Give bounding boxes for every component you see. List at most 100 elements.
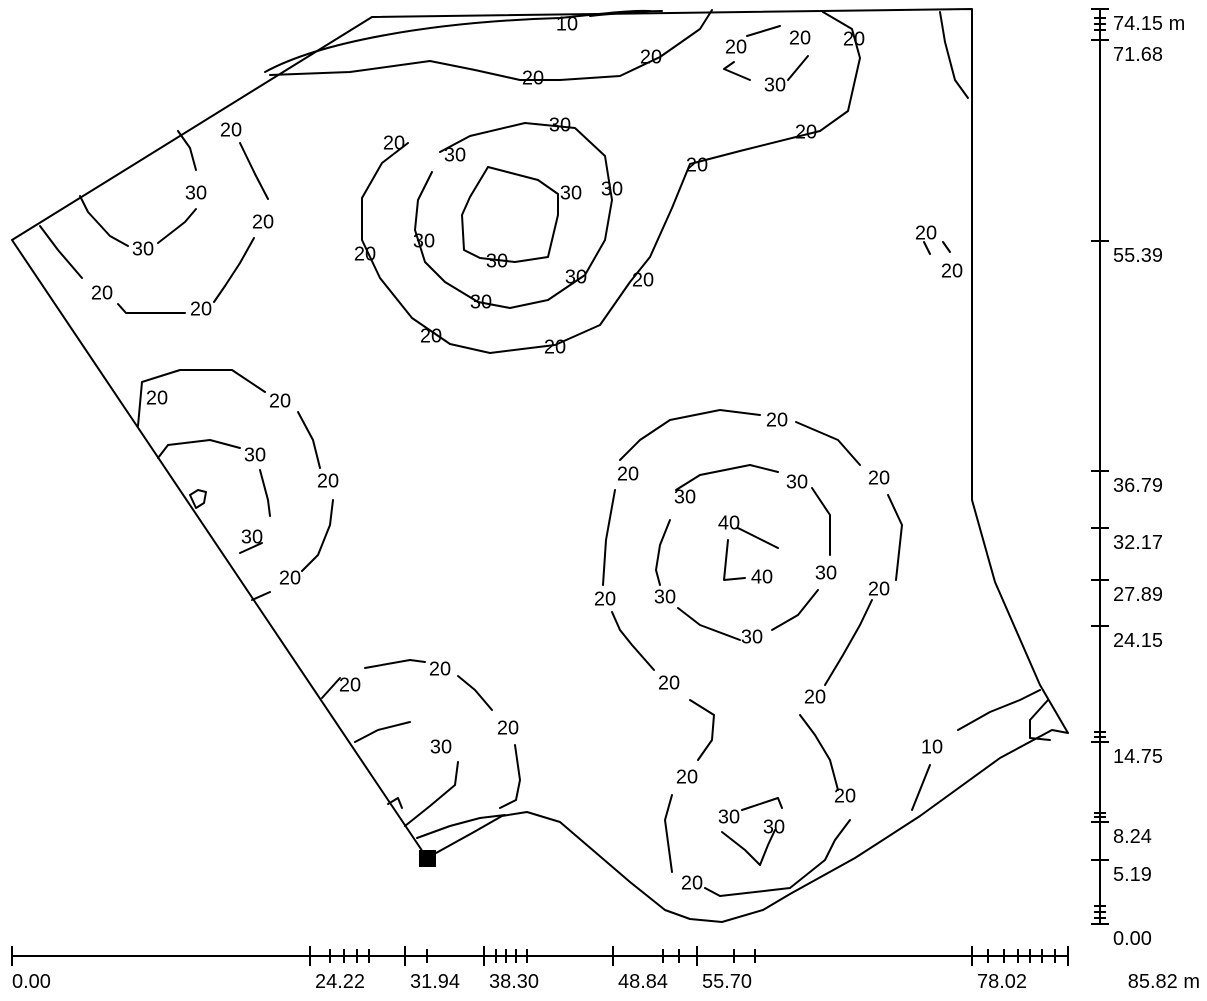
contour-label: 40 bbox=[751, 566, 773, 588]
y-axis-major-ticks bbox=[1091, 8, 1109, 925]
contour-label: 20 bbox=[91, 282, 113, 304]
contour-line bbox=[79, 195, 129, 247]
contour-line bbox=[213, 237, 255, 303]
y-axis-tick-labels: 74.15 m 71.68 55.39 36.79 32.17 27.89 24… bbox=[1113, 13, 1185, 950]
contour-label: 20 bbox=[269, 390, 291, 412]
contour-line bbox=[157, 208, 197, 244]
contour-line bbox=[677, 607, 741, 641]
contour-label: 20 bbox=[146, 387, 168, 409]
contour-line bbox=[251, 591, 271, 601]
contour-line bbox=[957, 689, 1041, 731]
contour-line bbox=[416, 814, 506, 839]
y-tick-label: 24.15 bbox=[1113, 630, 1163, 652]
contour-label: 20 bbox=[681, 872, 703, 894]
y-tick-label: 32.17 bbox=[1113, 532, 1163, 554]
contour-label: 30 bbox=[654, 586, 676, 608]
contour-label: 30 bbox=[486, 250, 508, 272]
filled-square-marker bbox=[419, 850, 436, 867]
x-tick-label: 31.94 bbox=[410, 971, 460, 993]
contour-label: 30 bbox=[241, 526, 263, 548]
contour-label: 20 bbox=[420, 325, 442, 347]
contour-label: 30 bbox=[741, 626, 763, 648]
contour-line bbox=[239, 542, 263, 554]
contour-label: 20 bbox=[725, 36, 747, 58]
y-axis: 74.15 m 71.68 55.39 36.79 32.17 27.89 24… bbox=[1091, 8, 1185, 950]
contour-line bbox=[1029, 699, 1051, 741]
contour-label: 30 bbox=[244, 444, 266, 466]
contour-line bbox=[589, 10, 663, 17]
contour-line bbox=[259, 469, 271, 517]
contour-line bbox=[787, 55, 809, 81]
x-axis-tick-labels: 0.00 24.22 31.94 38.30 48.84 55.70 78.02… bbox=[12, 971, 1200, 993]
x-tick-label: 38.30 bbox=[489, 971, 539, 993]
y-tick-label: 8.24 bbox=[1113, 826, 1152, 848]
contour-label: 30 bbox=[470, 291, 492, 313]
contour-line bbox=[461, 166, 559, 263]
contour-label: 20 bbox=[354, 243, 376, 265]
contour-line bbox=[811, 487, 831, 556]
contour-label: 30 bbox=[763, 816, 785, 838]
contour-label: 20 bbox=[617, 463, 639, 485]
contour-label: 30 bbox=[601, 178, 623, 200]
contour-label: 20 bbox=[252, 211, 274, 233]
contour-line bbox=[723, 61, 751, 81]
contour-label: 30 bbox=[430, 736, 452, 758]
y-tick-label: 14.75 bbox=[1113, 746, 1163, 768]
contour-line bbox=[795, 421, 861, 466]
contour-label: 30 bbox=[413, 230, 435, 252]
contour-label: 20 bbox=[686, 154, 708, 176]
contour-label: 20 bbox=[843, 28, 865, 50]
contour-lines bbox=[39, 9, 1051, 897]
x-axis-minor-ticks bbox=[329, 949, 1056, 963]
contour-label: 30 bbox=[718, 806, 740, 828]
contour-label: 30 bbox=[565, 266, 587, 288]
contour-label: 30 bbox=[444, 144, 466, 166]
x-tick-label: 55.70 bbox=[702, 971, 752, 993]
contour-label: 30 bbox=[764, 74, 786, 96]
contour-label: 30 bbox=[786, 471, 808, 493]
contour-line bbox=[824, 599, 873, 686]
contour-line bbox=[721, 829, 776, 866]
contour-label: 20 bbox=[594, 588, 616, 610]
x-tick-label: 0.00 bbox=[12, 971, 51, 993]
contour-line bbox=[301, 499, 334, 572]
contour-label: 30 bbox=[132, 238, 154, 260]
contour-line bbox=[321, 677, 341, 699]
contour-label: 20 bbox=[789, 27, 811, 49]
contour-line bbox=[177, 130, 197, 171]
x-tick-label: 48.84 bbox=[618, 971, 668, 993]
contour-line bbox=[269, 9, 713, 81]
contour-label: 10 bbox=[921, 736, 943, 758]
y-tick-label: 71.68 bbox=[1113, 44, 1163, 66]
contour-label: 30 bbox=[549, 114, 571, 136]
contour-label: 20 bbox=[868, 467, 890, 489]
contour-label: 20 bbox=[915, 222, 937, 244]
contour-line bbox=[404, 761, 459, 827]
contour-label: 20 bbox=[795, 121, 817, 143]
y-axis-minor-ticks bbox=[1094, 17, 1106, 919]
contour-line bbox=[39, 225, 83, 279]
contour-label: 20 bbox=[676, 766, 698, 788]
contour-line bbox=[799, 714, 839, 791]
contour-line bbox=[704, 819, 851, 897]
contour-line bbox=[499, 744, 521, 809]
x-axis-major-ticks bbox=[11, 946, 1069, 966]
contour-line bbox=[737, 527, 779, 549]
contour-line bbox=[117, 303, 186, 314]
contour-label: 10 bbox=[556, 13, 578, 35]
contour-line bbox=[364, 659, 426, 669]
contour-line bbox=[942, 241, 951, 253]
contour-line bbox=[746, 25, 781, 37]
contour-line bbox=[675, 464, 779, 491]
contour-line bbox=[887, 494, 903, 581]
contour-line bbox=[655, 519, 671, 586]
y-tick-label: 55.39 bbox=[1113, 245, 1163, 267]
contour-line bbox=[457, 675, 493, 711]
contour-label: 40 bbox=[718, 512, 740, 534]
contour-label: 20 bbox=[804, 686, 826, 708]
contour-line bbox=[723, 539, 746, 581]
contour-label: 20 bbox=[383, 132, 405, 154]
y-tick-label: 74.15 m bbox=[1113, 13, 1185, 35]
x-tick-label: 85.82 m bbox=[1128, 971, 1200, 993]
